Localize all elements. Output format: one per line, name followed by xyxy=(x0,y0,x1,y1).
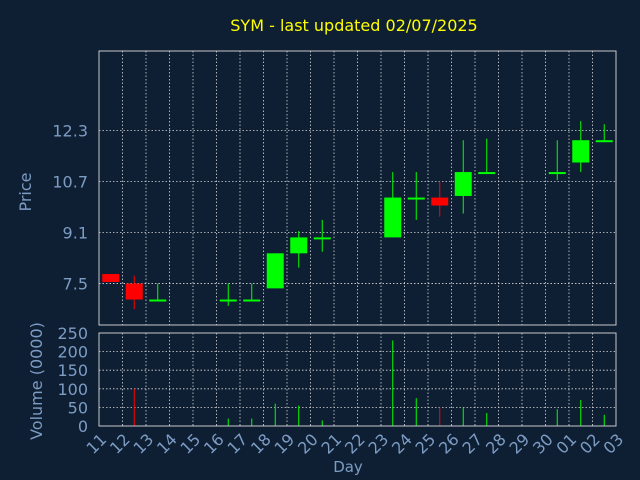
price-tick-labels: 7.5 9.1 10.7 12.3 xyxy=(52,122,88,294)
candle xyxy=(149,283,167,302)
candle xyxy=(384,172,402,238)
candle-body xyxy=(572,140,590,163)
candle xyxy=(595,124,613,143)
volume-axis-label: Volume (0000) xyxy=(27,322,46,440)
candle xyxy=(454,140,472,214)
candle-body xyxy=(407,197,425,200)
x-axis-label: Day xyxy=(333,458,363,476)
volume-tick-label: 0 xyxy=(78,417,88,436)
candle xyxy=(266,253,284,289)
candle-body xyxy=(102,274,120,282)
candle-body xyxy=(478,172,496,175)
candle xyxy=(243,283,261,302)
volume-tick-label: 50 xyxy=(68,398,88,417)
price-panel-frame xyxy=(98,50,617,326)
candle-body xyxy=(219,299,237,302)
candle xyxy=(313,219,331,252)
x-tick-labels: 1112131415161718192021222324252627282930… xyxy=(82,430,627,458)
candle-body xyxy=(431,197,449,206)
candle xyxy=(572,121,590,173)
candle-body xyxy=(290,237,308,254)
candle-body xyxy=(149,299,167,302)
candle-body xyxy=(243,299,261,302)
volume-tick-label: 100 xyxy=(57,380,88,399)
candle-body xyxy=(266,253,284,289)
price-tick-label: 12.3 xyxy=(52,122,88,141)
candle xyxy=(290,231,308,268)
volume-tick-label: 250 xyxy=(57,324,88,343)
price-tick-label: 9.1 xyxy=(63,224,88,243)
price-tick-label: 7.5 xyxy=(63,275,88,294)
price-axis-label: Price xyxy=(16,172,35,211)
volume-panel-frame xyxy=(98,332,617,427)
price-candles xyxy=(102,121,613,310)
candle-body xyxy=(384,197,402,238)
candle xyxy=(431,181,449,217)
candle-body xyxy=(313,237,331,240)
price-tick-label: 10.7 xyxy=(52,173,88,192)
chart-title: SYM - last updated 02/07/2025 xyxy=(230,16,477,35)
candle-body xyxy=(595,140,613,143)
volume-tick-label: 150 xyxy=(57,361,88,380)
volume-tick-label: 200 xyxy=(57,343,88,362)
candle-body xyxy=(454,172,472,196)
candle xyxy=(548,140,566,181)
candle xyxy=(407,172,425,220)
axes-frames xyxy=(98,50,617,427)
volume-bars xyxy=(133,340,605,426)
candle-body xyxy=(548,172,566,175)
candle xyxy=(125,275,143,310)
candle-body xyxy=(125,283,143,300)
candle xyxy=(219,283,237,306)
candle xyxy=(478,138,496,175)
candle xyxy=(102,274,120,282)
